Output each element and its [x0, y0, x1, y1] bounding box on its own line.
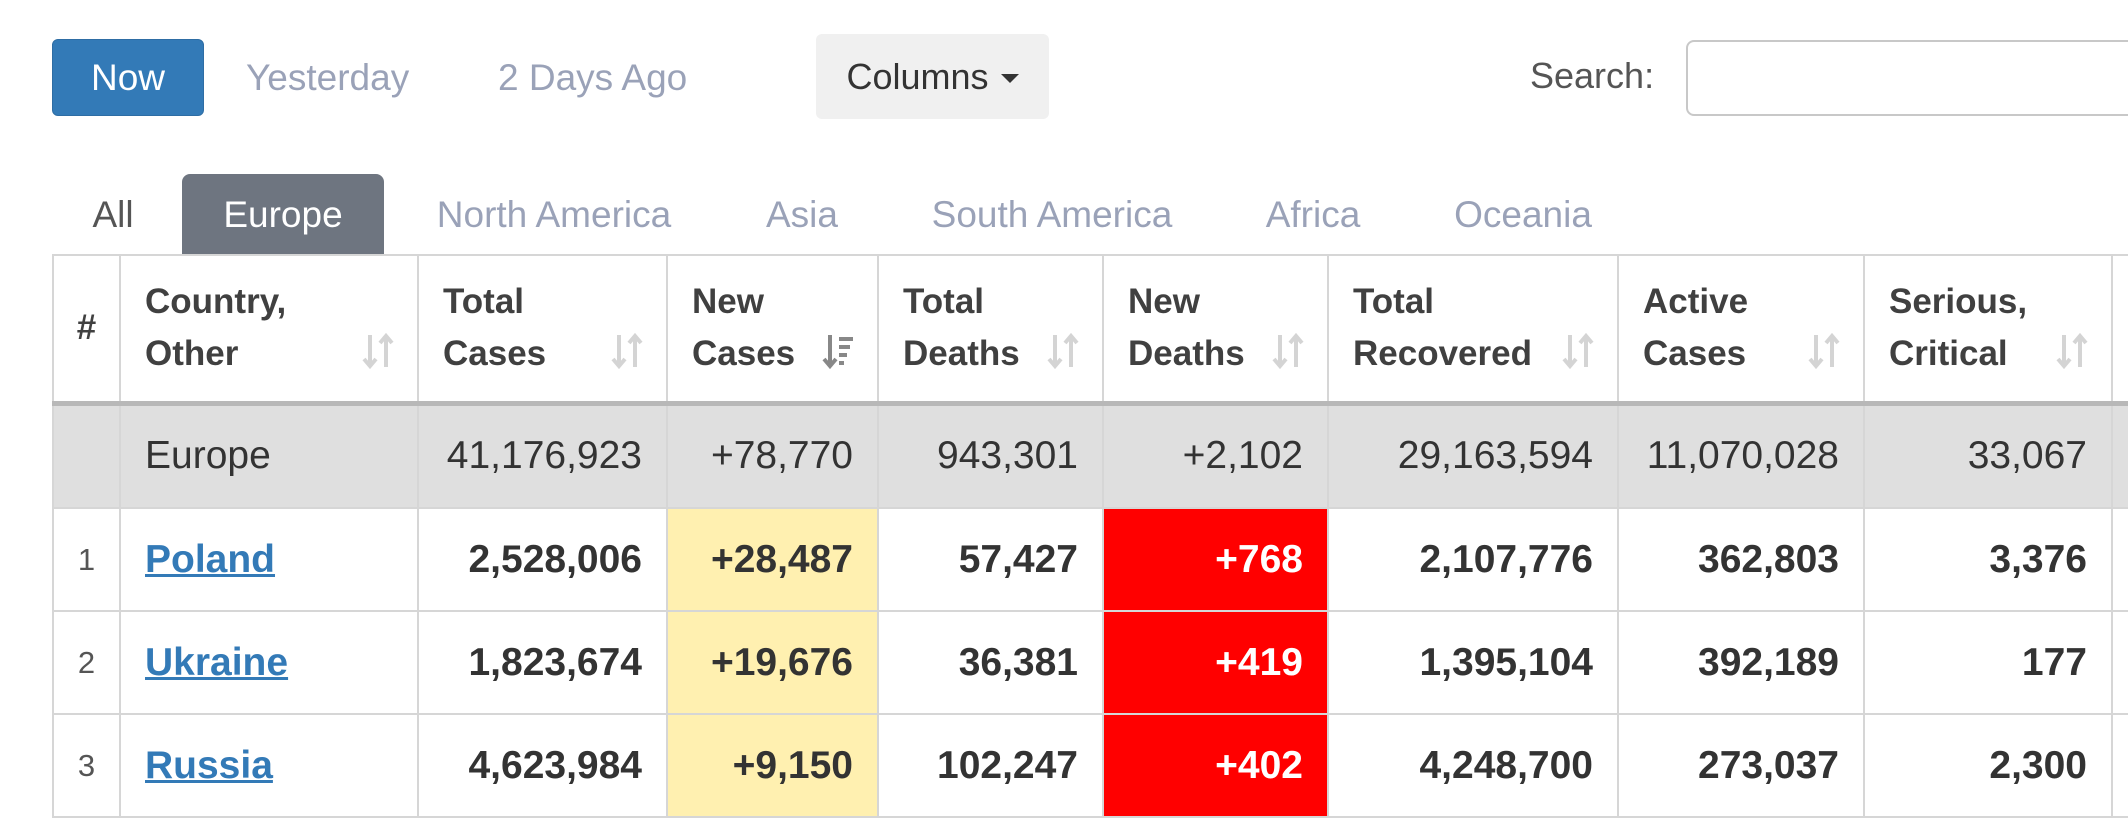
tab-north-america[interactable]: North America: [436, 193, 672, 235]
cell-new-cases: +28,487: [666, 507, 879, 612]
tab-all[interactable]: All: [92, 193, 134, 235]
header-overflow-column: [2111, 254, 2128, 406]
header-serious-critical[interactable]: Serious, Critical: [1863, 254, 2113, 406]
cell-number: [52, 402, 121, 509]
tab-oceania[interactable]: Oceania: [1454, 193, 1592, 235]
cell-total-recovered: 29,163,594: [1327, 402, 1619, 509]
table-row: 3 Russia 4,623,984 +9,150 102,247 +402 4…: [52, 713, 2128, 818]
country-link-russia[interactable]: Russia: [145, 743, 273, 787]
search-label: Search:: [1530, 55, 1655, 96]
cell-total-cases: 1,823,674: [417, 610, 668, 715]
cell-new-deaths: +768: [1102, 507, 1329, 612]
tab-europe[interactable]: Europe: [182, 174, 384, 255]
cell-number: 2: [52, 610, 121, 715]
table-row: 1 Poland 2,528,006 +28,487 57,427 +768 2…: [52, 507, 2128, 612]
table-row: 2 Ukraine 1,823,674 +19,676 36,381 +419 …: [52, 610, 2128, 715]
tab-south-america[interactable]: South America: [931, 193, 1173, 235]
cell-active-cases: 11,070,028: [1617, 402, 1865, 509]
sort-icon[interactable]: [1807, 331, 1841, 371]
header-active-cases[interactable]: Active Cases: [1617, 254, 1865, 406]
cell-total-recovered: 1,395,104: [1327, 610, 1619, 715]
cell-overflow: [2111, 402, 2128, 509]
cell-country: Ukraine: [119, 610, 419, 715]
cell-number: 3: [52, 713, 121, 818]
cell-number: 1: [52, 507, 121, 612]
tab-asia[interactable]: Asia: [766, 193, 838, 235]
cell-country: Europe: [119, 402, 419, 509]
sort-icon[interactable]: [1271, 331, 1305, 371]
sort-icon[interactable]: [610, 331, 644, 371]
cell-total-cases: 4,623,984: [417, 713, 668, 818]
cell-total-recovered: 4,248,700: [1327, 713, 1619, 818]
header-total-recovered[interactable]: Total Recovered: [1327, 254, 1619, 406]
cell-overflow: [2111, 713, 2128, 818]
sort-icon[interactable]: [2055, 331, 2089, 371]
cell-active-cases: 362,803: [1617, 507, 1865, 612]
caret-down-icon: [1000, 74, 1019, 83]
header-new-cases[interactable]: New Cases: [666, 254, 879, 406]
cell-total-recovered: 2,107,776: [1327, 507, 1619, 612]
yesterday-button[interactable]: Yesterday: [246, 56, 410, 98]
table-header-row: # Country, Other Total Cases New Cases Tota…: [52, 254, 2128, 406]
cell-total-deaths: 102,247: [877, 713, 1104, 818]
cell-new-deaths: +402: [1102, 713, 1329, 818]
cell-new-cases: +78,770: [666, 402, 879, 509]
cell-active-cases: 392,189: [1617, 610, 1865, 715]
cell-new-deaths: +2,102: [1102, 402, 1329, 509]
columns-label: Columns: [846, 55, 989, 97]
cell-new-deaths: +419: [1102, 610, 1329, 715]
search-input[interactable]: [1686, 40, 2128, 116]
cell-country: Russia: [119, 713, 419, 818]
continent-total-row: Europe 41,176,923 +78,770 943,301 +2,102…: [52, 402, 2128, 509]
cell-serious-critical: 177: [1863, 610, 2113, 715]
header-total-cases[interactable]: Total Cases: [417, 254, 668, 406]
tab-africa[interactable]: Africa: [1265, 193, 1361, 235]
cell-new-cases: +9,150: [666, 713, 879, 818]
cell-total-deaths: 36,381: [877, 610, 1104, 715]
cell-total-cases: 41,176,923: [417, 402, 668, 509]
cell-new-cases: +19,676: [666, 610, 879, 715]
country-link-poland[interactable]: Poland: [145, 537, 276, 581]
covid-table: # Country, Other Total Cases New Cases Tota…: [52, 254, 2128, 818]
sort-icon[interactable]: [1046, 331, 1080, 371]
sort-icon[interactable]: [1561, 331, 1595, 371]
sort-desc-icon[interactable]: [821, 331, 855, 371]
cell-country: Poland: [119, 507, 419, 612]
header-total-deaths[interactable]: Total Deaths: [877, 254, 1104, 406]
cell-total-deaths: 57,427: [877, 507, 1104, 612]
header-new-deaths[interactable]: New Deaths: [1102, 254, 1329, 406]
cell-overflow: [2111, 610, 2128, 715]
cell-serious-critical: 2,300: [1863, 713, 2113, 818]
cell-total-deaths: 943,301: [877, 402, 1104, 509]
cell-active-cases: 273,037: [1617, 713, 1865, 818]
now-button[interactable]: Now: [52, 39, 204, 116]
cell-overflow: [2111, 507, 2128, 612]
header-country[interactable]: Country, Other: [119, 254, 419, 406]
country-link-ukraine[interactable]: Ukraine: [145, 640, 289, 684]
cell-total-cases: 2,528,006: [417, 507, 668, 612]
header-number: #: [52, 254, 121, 406]
cell-serious-critical: 3,376: [1863, 507, 2113, 612]
two-days-ago-button[interactable]: 2 Days Ago: [498, 56, 688, 98]
sort-icon[interactable]: [361, 331, 395, 371]
cell-serious-critical: 33,067: [1863, 402, 2113, 509]
columns-dropdown-button[interactable]: Columns: [816, 34, 1049, 119]
